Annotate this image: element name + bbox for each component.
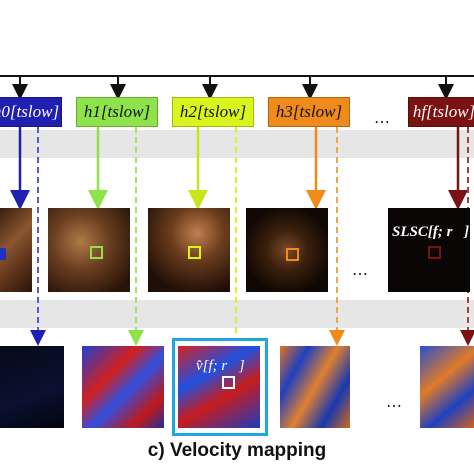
bmode-image-1: [48, 208, 130, 292]
ellipsis-top: …: [374, 108, 390, 127]
h0-box: h0[tslow]: [0, 97, 62, 127]
roi-marker-3: [286, 248, 299, 261]
h3-box: h3[tslow]: [268, 97, 350, 127]
roi-marker-f: [428, 246, 441, 259]
hf-box: hf[tslow]: [408, 97, 474, 127]
roi-marker-2: [188, 246, 201, 259]
slsc-label: SLSC[f; r⃗]: [392, 224, 470, 240]
middle-gray-band: [0, 130, 474, 158]
roi-marker-1: [90, 246, 103, 259]
velocity-map-3: [280, 346, 350, 428]
h2-box: h2[tslow]: [172, 97, 254, 127]
highlight-frame: [172, 338, 268, 436]
velocity-map-1: [82, 346, 164, 428]
ellipsis-bottom: …: [386, 392, 402, 411]
bmode-image-2: [148, 208, 230, 292]
lower-gray-band: [0, 300, 474, 328]
slsc-image: [388, 208, 470, 292]
figure-caption: c) Velocity mapping: [147, 440, 327, 461]
bmode-image-0: [0, 208, 32, 292]
velocity-map-f: [420, 346, 474, 428]
ellipsis-middle: …: [352, 260, 368, 279]
h1-box: h1[tslow]: [76, 97, 158, 127]
velocity-map-2: [178, 346, 260, 428]
roi-marker-velocity: [222, 376, 235, 389]
bmode-image-3: [246, 208, 328, 292]
roi-marker-0: [0, 248, 6, 260]
velocity-map-0: [0, 346, 64, 428]
velocity-label: v̂[f; r⃗]: [196, 358, 245, 374]
